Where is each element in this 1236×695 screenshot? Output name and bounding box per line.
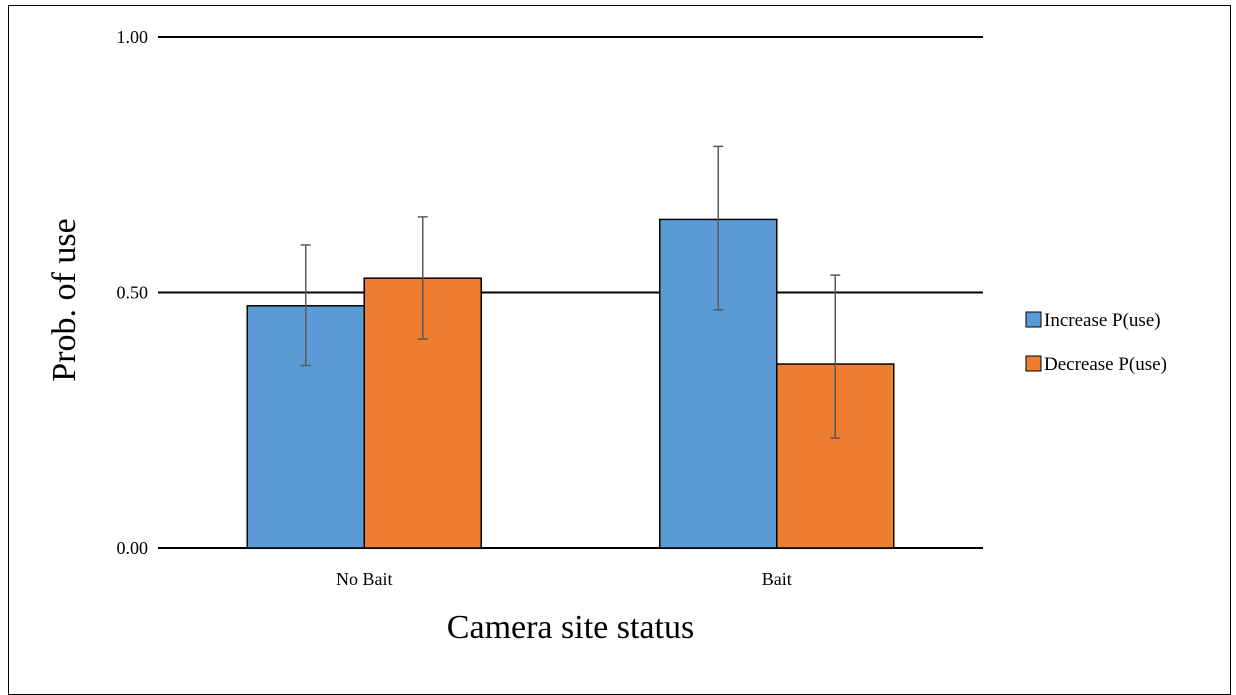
legend-label: Decrease P(use) bbox=[1044, 354, 1167, 375]
y-tick-label: 1.00 bbox=[117, 27, 149, 47]
x-tick-labels: No Bait Bait bbox=[336, 569, 792, 589]
x-tick-label: No Bait bbox=[336, 569, 393, 589]
error-bars bbox=[300, 145, 841, 439]
x-axis-title: Camera site status bbox=[447, 609, 694, 646]
bar-chart: 0.00 0.50 1.00 No Bait Bait Camera site sta… bbox=[46, 27, 1167, 646]
y-tick-label: 0.00 bbox=[117, 538, 149, 558]
legend-swatch bbox=[1025, 311, 1042, 328]
chart-frame bbox=[8, 5, 1231, 695]
legend-swatch bbox=[1025, 355, 1042, 372]
legend-label: Increase P(use) bbox=[1044, 310, 1161, 331]
y-axis-title: Prob. of use bbox=[46, 218, 83, 381]
legend: Increase P(use) Decrease P(use) bbox=[1025, 310, 1167, 375]
bars bbox=[246, 218, 895, 549]
x-tick-label: Bait bbox=[762, 569, 792, 589]
y-tick-label: 0.50 bbox=[117, 283, 149, 303]
y-tick-labels: 0.00 0.50 1.00 bbox=[117, 27, 149, 558]
